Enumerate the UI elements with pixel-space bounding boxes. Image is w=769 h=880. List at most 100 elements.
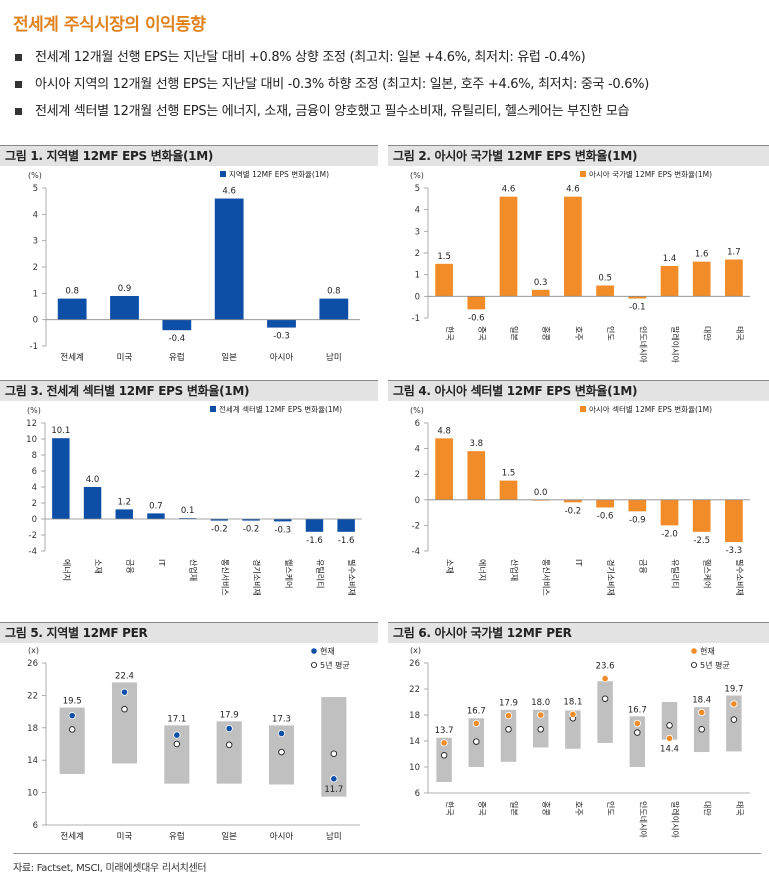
x-tick-label: 호주 bbox=[574, 801, 583, 816]
data-label: -0.2 bbox=[211, 525, 228, 535]
legend-current-label: 현재 bbox=[700, 647, 715, 656]
data-label: 1.2 bbox=[117, 497, 131, 507]
y-tick-label: 0 bbox=[415, 496, 420, 506]
current-point bbox=[440, 739, 448, 747]
x-tick-label: 대만 bbox=[703, 801, 712, 816]
bar bbox=[531, 289, 550, 297]
chart-6-header: 그림 6. 아시아 국가별 12MF PER bbox=[388, 622, 769, 643]
x-tick-label: 중국 bbox=[477, 801, 486, 816]
x-tick-label: 전세계 bbox=[60, 352, 83, 363]
legend-label: 아시아 국가별 12MF EPS 변화율(1M) bbox=[589, 169, 712, 179]
y-tick-label: 6 bbox=[33, 821, 38, 831]
data-label: 19.7 bbox=[724, 685, 743, 695]
unit-label: (x) bbox=[410, 646, 421, 655]
x-tick-label: 아시아 bbox=[270, 352, 294, 363]
bar bbox=[83, 487, 102, 519]
data-label: -0.3 bbox=[274, 525, 291, 535]
bar bbox=[692, 261, 711, 297]
y-tick-label: 26 bbox=[409, 659, 420, 669]
bar bbox=[467, 296, 486, 310]
data-label: 17.9 bbox=[499, 699, 518, 709]
x-tick-label: 인도 bbox=[606, 801, 616, 816]
legend-avg-marker bbox=[690, 661, 698, 669]
avg-5y-point bbox=[634, 729, 641, 736]
chart-eps-by-region: (%) -1 0 1 2 3 4 5 0.8 0.9 -0.4 4.6 -0.3 0.8 지역별 12MF … bbox=[28, 169, 360, 363]
chart-eps-asia-sector: (%) -4 -2 0 2 4 6 4.8 3.8 1.5 0.0 -0.2 -0.6 -0.9 -2.0 -… bbox=[410, 404, 750, 596]
x-tick-label: 미국 bbox=[117, 832, 133, 842]
data-label: 0.3 bbox=[534, 278, 548, 288]
x-tick-label: 유틸리티 bbox=[315, 559, 325, 588]
y-tick-label: 6 bbox=[32, 467, 37, 477]
x-tick-label: 홍콩 bbox=[542, 326, 552, 341]
bar bbox=[564, 196, 582, 297]
bar bbox=[242, 519, 260, 521]
y-tick-label: 12 bbox=[26, 419, 37, 429]
bar bbox=[531, 499, 550, 501]
bar bbox=[435, 263, 453, 297]
legend-swatch bbox=[580, 406, 586, 412]
x-tick-label: 일본 bbox=[510, 801, 519, 816]
legend-label: 아시아 섹터별 12MF EPS 변화율(1M) bbox=[589, 404, 712, 414]
source-divider bbox=[13, 853, 761, 854]
legend-label: 지역별 12MF EPS 변화율(1M) bbox=[229, 169, 329, 179]
range-band bbox=[565, 710, 581, 749]
bar bbox=[210, 519, 229, 521]
data-label: 17.1 bbox=[167, 714, 186, 724]
avg-5y-point bbox=[537, 726, 544, 733]
x-tick-label: 소재 bbox=[445, 559, 454, 574]
y-tick-label: -4 bbox=[412, 547, 420, 557]
x-tick-label: 경기소비재 bbox=[252, 559, 262, 596]
data-label: 4.0 bbox=[86, 475, 100, 485]
bar bbox=[267, 319, 296, 328]
bar bbox=[57, 298, 87, 320]
data-label: 18.0 bbox=[531, 698, 550, 708]
legend-swatch bbox=[220, 171, 226, 177]
bar bbox=[725, 259, 743, 297]
avg-5y-point bbox=[505, 726, 512, 733]
legend-current-marker bbox=[311, 648, 317, 654]
data-label: 14.4 bbox=[660, 744, 679, 754]
bar bbox=[337, 519, 355, 532]
data-label: 10.1 bbox=[51, 426, 70, 436]
y-tick-label: 14 bbox=[409, 737, 420, 747]
unit-label: (%) bbox=[410, 171, 424, 180]
x-tick-label: 에너지 bbox=[477, 559, 487, 581]
y-tick-label: 10 bbox=[27, 789, 38, 799]
x-tick-label: IT bbox=[157, 559, 166, 566]
bar bbox=[110, 295, 139, 320]
current-point bbox=[633, 719, 641, 728]
y-tick-label: -2 bbox=[412, 521, 420, 531]
y-tick-label: 2 bbox=[415, 249, 420, 259]
x-tick-label: IT bbox=[574, 559, 583, 566]
range-band bbox=[436, 737, 452, 782]
data-label: 18.1 bbox=[563, 697, 582, 707]
legend-swatch bbox=[210, 406, 216, 412]
x-tick-label: 유럽 bbox=[169, 832, 185, 842]
page-title: 전세계 주식시장의 이익동향 bbox=[13, 15, 206, 35]
x-tick-label: 경기소비재 bbox=[606, 559, 616, 596]
y-tick-label: 3 bbox=[415, 227, 420, 237]
avg-5y-point bbox=[666, 722, 673, 729]
current-point bbox=[537, 711, 545, 719]
y-tick-label: -1 bbox=[412, 314, 420, 324]
y-tick-label: -1 bbox=[30, 342, 38, 352]
x-tick-label: 전세계 bbox=[60, 831, 83, 842]
x-tick-label: 일본 bbox=[221, 832, 237, 842]
x-tick-label: 태국 bbox=[735, 801, 744, 816]
bar bbox=[660, 266, 679, 297]
unit-label: (%) bbox=[410, 406, 424, 415]
data-label: 17.9 bbox=[220, 710, 239, 720]
legend-avg-label: 5년 평균 bbox=[700, 660, 730, 670]
bar bbox=[274, 519, 292, 522]
data-label: 23.6 bbox=[596, 662, 615, 672]
avg-5y-point bbox=[278, 748, 285, 756]
x-tick-label: 통신서비스 bbox=[542, 559, 551, 596]
legend-avg-marker bbox=[310, 661, 318, 669]
x-tick-label: 산업재 bbox=[510, 559, 520, 581]
unit-label: (x) bbox=[28, 646, 39, 655]
range-band bbox=[726, 695, 742, 752]
y-tick-label: 22 bbox=[409, 685, 420, 695]
data-label: 1.6 bbox=[695, 250, 709, 260]
bar bbox=[305, 519, 324, 532]
x-tick-label: 인도네시아 bbox=[638, 326, 648, 363]
